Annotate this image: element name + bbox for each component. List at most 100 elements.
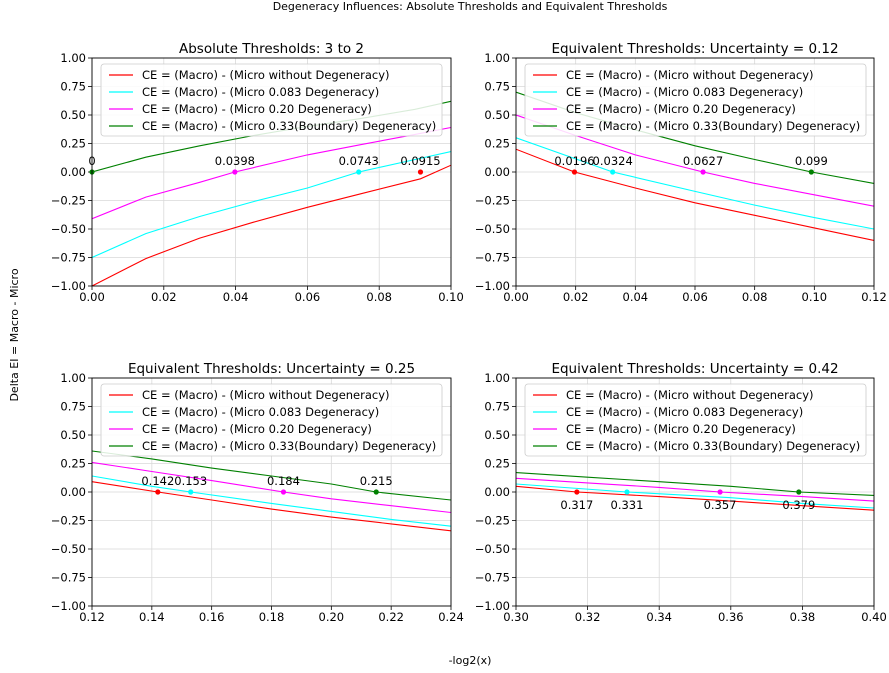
y-tick-label: −1.00 (475, 599, 510, 613)
threshold-label: 0.142 (141, 474, 174, 488)
series-line-1 (92, 164, 451, 286)
legend-label: CE = (Macro) - (Micro 0.33(Boundary) Deg… (142, 119, 436, 133)
legend-box (100, 383, 443, 457)
threshold-point (373, 489, 379, 495)
x-tick-label: 0.24 (438, 610, 464, 624)
threshold-point (417, 169, 424, 175)
y-tick-label: 0.00 (60, 165, 86, 179)
legend-label: CE = (Macro) - (Micro 0.20 Degeneracy) (566, 102, 796, 116)
series-line-2 (92, 475, 451, 527)
x-tick-label: 0.40 (861, 610, 887, 624)
y-tick-label: −0.75 (475, 571, 510, 585)
x-tick-label: 0.00 (503, 290, 529, 304)
legend-label: CE = (Macro) - (Micro 0.33(Boundary) Deg… (566, 119, 860, 133)
threshold-point (700, 169, 706, 175)
x-tick-label: 0.34 (646, 610, 672, 624)
legend-label: CE = (Macro) - (Micro 0.33(Boundary) Deg… (142, 439, 436, 453)
legend: CE = (Macro) - (Micro without Degeneracy… (100, 63, 443, 137)
y-tick-label: 0.75 (484, 80, 510, 94)
x-tick-label: 0.32 (575, 610, 601, 624)
threshold-label: 0.317 (560, 498, 593, 512)
y-tick-label: 1.00 (60, 371, 86, 385)
threshold-label: 0.357 (704, 498, 737, 512)
legend-label: CE = (Macro) - (Micro without Degeneracy… (566, 68, 814, 82)
threshold-point (717, 489, 723, 495)
y-tick-label: −0.25 (475, 514, 510, 528)
subplot-3: 0.12 0.14 0.16 0.18 0.20 0.22 0.24 −1.00 −0.75 −0… (51, 361, 464, 624)
x-tick-label: 0.08 (366, 290, 392, 304)
subplot-title: Equivalent Thresholds: Uncertainty = 0.1… (551, 41, 838, 57)
threshold-point (356, 169, 362, 175)
y-tick-label: 0.50 (60, 428, 86, 442)
legend-label: CE = (Macro) - (Micro 0.083 Degeneracy) (566, 85, 803, 99)
legend-label: CE = (Macro) - (Micro without Degeneracy… (142, 68, 390, 82)
y-tick-label: 0.25 (60, 457, 86, 471)
x-tick-label: 0.18 (259, 610, 285, 624)
subplot-grid: 0.00 0.02 0.04 0.06 0.08 0.10 −1.00 −0.75 −0.50 −… (51, 41, 887, 624)
threshold-point (624, 489, 630, 495)
y-tick-label: 0.50 (60, 108, 86, 122)
x-tick-label: 0.08 (742, 290, 768, 304)
threshold-point (571, 169, 578, 175)
y-tick-label: 0.00 (484, 165, 510, 179)
x-tick-label: 0.06 (295, 290, 321, 304)
axes-frame (91, 57, 452, 287)
y-tick-label: −0.50 (475, 222, 510, 236)
axes-frame (91, 377, 452, 607)
x-tick-label: 0.04 (223, 290, 249, 304)
threshold-label: 0.099 (795, 154, 828, 168)
series-line-1 (516, 485, 874, 511)
threshold-point (574, 489, 580, 495)
series-lines (516, 472, 874, 511)
y-tick-label: 0.75 (60, 400, 86, 414)
y-tick-label: −1.00 (51, 279, 86, 293)
legend-label: CE = (Macro) - (Micro 0.083 Degeneracy) (142, 85, 379, 99)
x-tick-label: 0.10 (438, 290, 464, 304)
y-tick-label: 0.25 (60, 137, 86, 151)
y-tick-label: 0.25 (484, 137, 510, 151)
subplot-1: 0.00 0.02 0.04 0.06 0.08 0.10 −1.00 −0.75 −0.50 −… (51, 41, 464, 304)
y-tick-label: −0.50 (51, 542, 86, 556)
y-tick-label: 0.00 (60, 485, 86, 499)
x-tick-label: 0.12 (79, 610, 105, 624)
threshold-point (188, 489, 194, 495)
subplot-title: Equivalent Thresholds: Uncertainty = 0.2… (128, 361, 415, 377)
threshold-label: 0.379 (782, 498, 815, 512)
series-line-2 (516, 483, 874, 509)
threshold-label: 0.184 (267, 474, 300, 488)
series-line-2 (92, 150, 451, 259)
y-tick-label: −0.25 (51, 514, 86, 528)
y-tick-label: −0.50 (475, 542, 510, 556)
y-tick-label: 0.50 (484, 428, 510, 442)
legend-label: CE = (Macro) - (Micro without Degeneracy… (142, 388, 390, 402)
legend-label: CE = (Macro) - (Micro 0.20 Degeneracy) (142, 102, 372, 116)
y-tick-label: 0.00 (484, 485, 510, 499)
series-line-4 (516, 472, 874, 496)
legend: CE = (Macro) - (Micro without Degeneracy… (524, 383, 867, 457)
y-tick-label: −0.75 (51, 251, 86, 265)
y-tick-label: −0.75 (51, 571, 86, 585)
legend-label: CE = (Macro) - (Micro without Degeneracy… (566, 388, 814, 402)
x-tick-label: 0.00 (79, 290, 105, 304)
legend-box (524, 63, 867, 137)
threshold-label: 0.0627 (683, 154, 723, 168)
x-tick-label: 0.20 (319, 610, 345, 624)
y-tick-label: 0.25 (484, 457, 510, 471)
threshold-label: 0.0324 (593, 154, 633, 168)
y-tick-label: −0.75 (475, 251, 510, 265)
x-tick-label: 0.02 (151, 290, 177, 304)
subplot-title: Absolute Thresholds: 3 to 2 (179, 41, 364, 57)
y-tick-label: 1.00 (60, 51, 86, 65)
x-tick-label: 0.30 (503, 610, 529, 624)
figure-xlabel: -log2(x) (449, 654, 492, 667)
y-tick-label: 0.50 (484, 108, 510, 122)
x-tick-label: 0.04 (623, 290, 649, 304)
y-tick-label: 1.00 (484, 371, 510, 385)
legend-label: CE = (Macro) - (Micro 0.20 Degeneracy) (566, 422, 796, 436)
x-tick-label: 0.14 (139, 610, 165, 624)
subplot-4: 0.30 0.32 0.34 0.36 0.38 0.40 −1.00 −0.75 −0.50 −… (475, 361, 887, 624)
threshold-label: 0.215 (360, 474, 393, 488)
legend: CE = (Macro) - (Micro without Degeneracy… (524, 63, 867, 137)
series-line-3 (516, 477, 874, 502)
